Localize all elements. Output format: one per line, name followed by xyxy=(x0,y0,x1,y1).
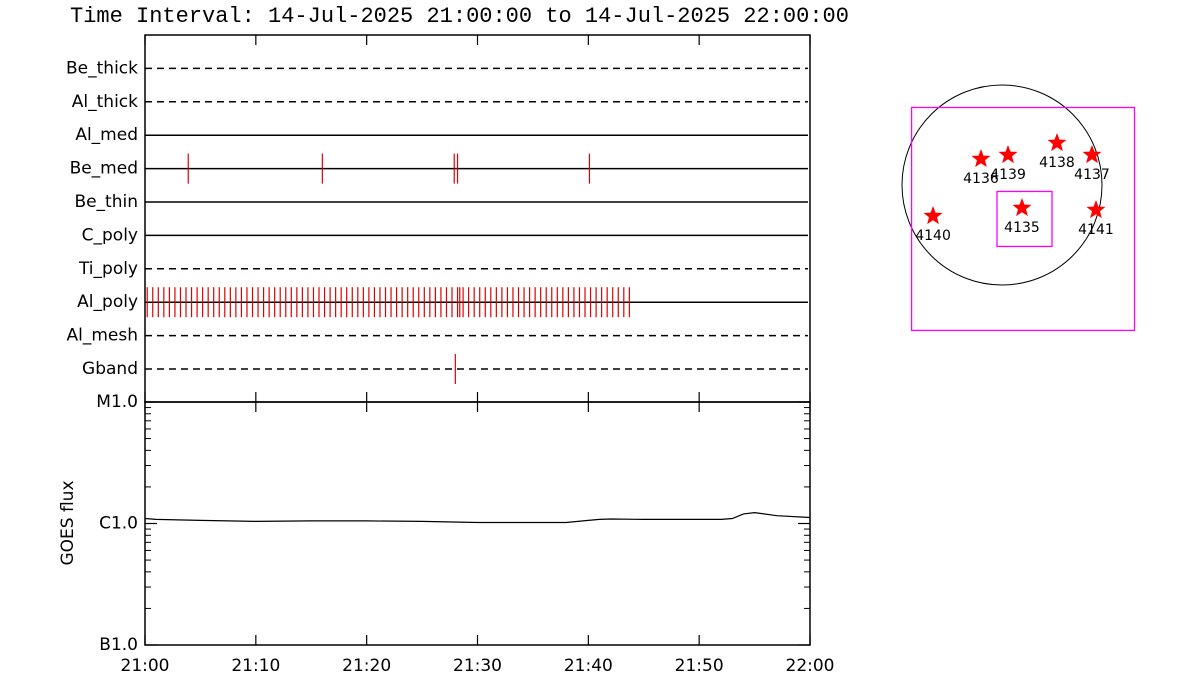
active-region-label: 4136 xyxy=(963,171,999,187)
y-tick-label: C1.0 xyxy=(99,514,138,534)
filter-label: Be_thin xyxy=(74,192,138,212)
x-tick-label: 21:50 xyxy=(675,656,724,676)
x-tick-label: 21:30 xyxy=(453,656,502,676)
active-region-label: 4139 xyxy=(990,167,1026,183)
filter-label: Be_med xyxy=(70,159,138,179)
filter-label: Al_poly xyxy=(77,292,138,312)
active-region-star xyxy=(1047,133,1067,152)
active-region-star xyxy=(971,149,991,167)
filter-label: Al_thick xyxy=(72,92,138,112)
x-tick-label: 22:00 xyxy=(786,656,835,676)
x-tick-label: 21:40 xyxy=(564,656,613,676)
active-region-label: 4140 xyxy=(915,228,951,244)
filter-label: Al_mesh xyxy=(66,326,138,346)
filter-label: Al_med xyxy=(75,125,138,145)
active-region-star xyxy=(1086,200,1106,219)
timeline-frame xyxy=(144,34,811,403)
solar-limb xyxy=(901,84,1103,286)
y-tick-label: M1.0 xyxy=(96,392,138,412)
active-region-label: 4137 xyxy=(1074,167,1110,183)
active-region-label: 4135 xyxy=(1004,220,1040,236)
active-region-label: 4141 xyxy=(1078,222,1114,238)
y-axis-label: GOES flux xyxy=(58,480,78,565)
goes-line xyxy=(144,511,811,524)
field-of-view xyxy=(910,106,1136,332)
y-tick-label: B1.0 xyxy=(99,635,138,655)
chart-title: Time Interval: 14-Jul-2025 21:00:00 to 1… xyxy=(70,4,849,29)
field-of-view xyxy=(996,190,1053,248)
active-region-star xyxy=(1012,198,1032,217)
x-tick-label: 21:20 xyxy=(342,656,391,676)
filter-label: Gband xyxy=(82,359,138,379)
active-region-star xyxy=(998,145,1018,164)
active-region-star xyxy=(923,206,943,225)
goes-frame xyxy=(144,401,811,646)
active-region-label: 4138 xyxy=(1039,155,1075,171)
x-tick-label: 21:10 xyxy=(231,656,280,676)
active-region-star xyxy=(1082,145,1102,164)
filter-label: Ti_poly xyxy=(78,259,138,279)
filter-label: C_poly xyxy=(82,225,138,245)
filter-label: Be_thick xyxy=(66,58,138,78)
x-tick-label: 21:00 xyxy=(121,656,170,676)
